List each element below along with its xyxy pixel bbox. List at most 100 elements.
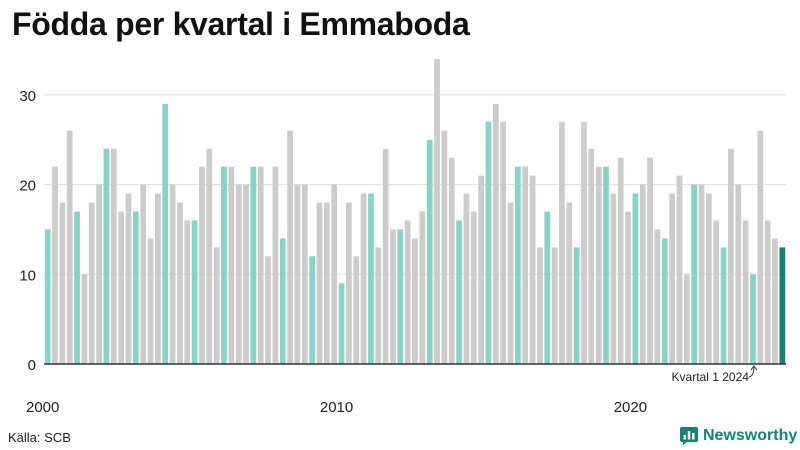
bar: [529, 175, 536, 364]
bar: [132, 211, 139, 364]
bar: [177, 202, 183, 364]
bar: [140, 184, 147, 364]
bar: [676, 175, 683, 364]
bar: [294, 184, 301, 364]
bar: [118, 211, 124, 364]
bar: [316, 202, 323, 364]
bar: [456, 220, 462, 364]
bar: [257, 166, 264, 364]
bar: [235, 184, 242, 364]
bar: [353, 256, 360, 364]
bar: [522, 166, 529, 364]
bar: [59, 202, 66, 364]
x-tick-label: 2020: [614, 399, 647, 416]
bar: [441, 130, 448, 364]
brand-logo: Newsworthy: [680, 427, 797, 445]
bar: [44, 229, 51, 364]
bar: [720, 247, 727, 364]
brand-name: Newsworthy: [703, 427, 798, 444]
bar: [632, 193, 639, 364]
bar: [683, 274, 690, 364]
y-tick-label: 0: [28, 357, 36, 374]
bar: [588, 148, 595, 364]
bar: [74, 211, 80, 364]
bar: [764, 220, 771, 364]
bar: [610, 193, 617, 364]
bar: [147, 238, 154, 364]
bar: [419, 211, 426, 364]
bar: [654, 229, 661, 364]
bar: [279, 238, 286, 364]
bar: [434, 58, 440, 364]
bar: [228, 166, 235, 364]
x-tick-label: 2010: [320, 399, 353, 416]
bar: [581, 121, 587, 365]
bar: [338, 283, 345, 364]
bar: [551, 247, 558, 364]
bar: [301, 184, 308, 364]
bar: [206, 148, 213, 364]
bar: [617, 157, 624, 364]
bar: [52, 166, 58, 364]
bar: [706, 193, 712, 364]
bar: [507, 202, 514, 364]
bar: [250, 166, 257, 364]
bar: [412, 238, 418, 364]
annotation-arrowhead: [750, 365, 758, 371]
bar: [397, 229, 404, 364]
annotation-label: Kvartal 1 2024: [672, 370, 750, 384]
bar: [691, 184, 698, 364]
bar: [243, 184, 249, 364]
chart-title: Födda per kvartal i Emmaboda: [12, 6, 470, 42]
bar: [639, 184, 646, 364]
bar: [448, 157, 455, 364]
bar: [162, 103, 169, 364]
bar: [544, 211, 551, 364]
bar: [537, 247, 543, 364]
bar: [514, 166, 521, 364]
bar: [272, 166, 279, 364]
bar: [661, 238, 668, 364]
bar: [713, 220, 720, 364]
bar: [470, 211, 477, 364]
bar: [169, 184, 176, 364]
x-tick-label: 2000: [26, 399, 59, 416]
bar: [728, 148, 734, 364]
y-tick-label: 10: [19, 267, 36, 284]
bar: [595, 166, 602, 364]
bar: [81, 274, 88, 364]
bar: [757, 130, 764, 364]
y-tick-label: 30: [19, 88, 36, 105]
bar: [404, 220, 411, 364]
bar: [110, 148, 117, 364]
bar: [346, 202, 352, 364]
bar: [647, 157, 653, 364]
bar-chart-icon: [680, 427, 698, 445]
bar: [698, 184, 705, 364]
bar: [331, 184, 338, 364]
bar: [375, 247, 382, 364]
bar: [103, 148, 110, 364]
bar: [88, 202, 95, 364]
bar: [772, 238, 778, 364]
bar: [566, 202, 573, 364]
bar: [213, 247, 220, 364]
bar: [390, 229, 396, 364]
bar: [382, 148, 389, 364]
bar: [66, 130, 73, 364]
annotation-arrow: [748, 366, 755, 378]
bar: [368, 193, 374, 364]
bar: [221, 166, 227, 364]
bar: [625, 211, 631, 364]
bar: [669, 193, 675, 364]
bar: [750, 274, 756, 364]
bar: [735, 184, 742, 364]
bar: [559, 121, 565, 365]
bar: [426, 139, 433, 364]
bar: [360, 193, 367, 364]
bar: [287, 130, 293, 364]
bar: [125, 193, 132, 364]
bar: [191, 220, 198, 364]
bar: [463, 193, 470, 364]
